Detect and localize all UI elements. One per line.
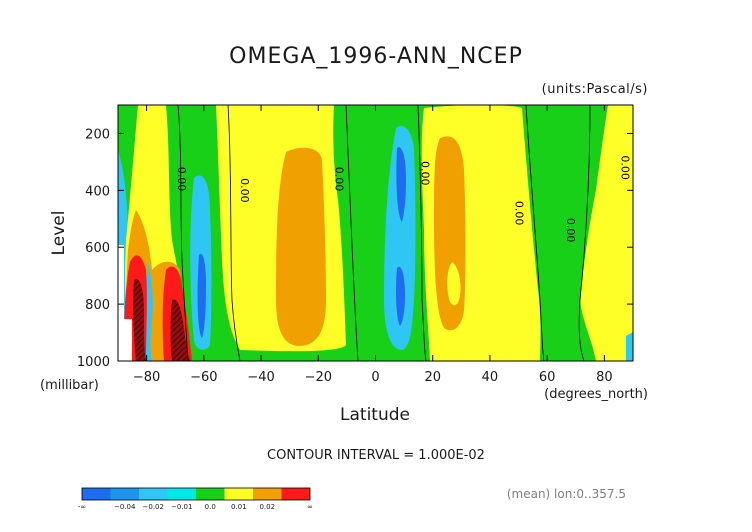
region-cyan-equator [384, 126, 416, 350]
y-tick-label: 400 [85, 184, 110, 199]
units-label: (units:Pascal/s) [541, 82, 648, 97]
mean-text: (mean) lon:0..357.5 [507, 487, 626, 501]
y-tick-label: 1000 [77, 355, 110, 370]
x-axis-title: Latitude [340, 405, 410, 425]
legend-swatch [167, 488, 196, 500]
legend-swatch [196, 488, 225, 500]
contour-label: 0.00 [175, 167, 188, 192]
region-blue-equator [396, 147, 406, 222]
legend-label: ∞ [307, 503, 313, 511]
legend-swatch [82, 488, 111, 500]
y-unit-label: (millibar) [40, 378, 99, 393]
x-tick-label: −40 [247, 370, 274, 385]
chart-title: OMEGA_1996-ANN_NCEP [229, 44, 523, 69]
legend-swatch [224, 488, 253, 500]
region-cyan-north-edge [626, 332, 633, 361]
contour-label: 0.00 [238, 178, 251, 203]
legend-label: -∞ [78, 503, 86, 511]
x-tick-label: 0 [371, 370, 379, 385]
y-tick-label: 200 [85, 127, 110, 142]
zero-contours [177, 105, 591, 361]
contour-label: 0.00 [619, 155, 632, 180]
x-tick-label: −20 [305, 370, 332, 385]
region-orange-south-subtropics [276, 147, 326, 346]
color-legend: -∞ −0.04 −0.02 −0.01 0.0 0.01 0.02 ∞ [78, 487, 313, 511]
legend-swatch [139, 488, 168, 500]
x-tick-label: 80 [596, 370, 613, 385]
contour-label: 0.00 [513, 201, 526, 226]
region-yellow-north-polar [580, 105, 633, 361]
y-axis-title: Level [49, 211, 69, 256]
contour-label: 0.00 [332, 167, 345, 192]
y-tick-label: 600 [85, 241, 110, 256]
y-axis: 200 400 600 800 1000 [77, 127, 633, 370]
y-tick-label: 800 [85, 298, 110, 313]
legend-label: 0.02 [259, 503, 275, 511]
x-tick-label: −80 [133, 370, 160, 385]
x-tick-label: 20 [424, 370, 441, 385]
legend-label: −0.01 [171, 503, 192, 511]
legend-swatch [253, 488, 282, 500]
region-darkred-south-1 [133, 279, 146, 361]
region-darkred-south-2 [170, 299, 190, 361]
contour-interval-text: CONTOUR INTERVAL = 1.000E-02 [267, 448, 485, 463]
legend-label: 0.0 [205, 503, 216, 511]
contour-labels: 0.00 0.00 0.00 0.00 0.00 0.00 0.00 [175, 155, 631, 242]
legend-frame [81, 487, 311, 501]
legend-label: −0.04 [114, 503, 136, 511]
region-missing-box [118, 319, 132, 361]
x-axis: −80 −60 −40 −20 0 20 40 60 80 [133, 105, 613, 385]
region-yellow-north-inner [447, 262, 461, 306]
x-tick-label: −60 [190, 370, 217, 385]
region-blue-60s [197, 253, 206, 338]
legend-label: 0.01 [231, 503, 247, 511]
contour-label: 0.00 [418, 161, 431, 186]
contour-label: 0.00 [564, 218, 577, 243]
x-unit-label: (degrees_north) [544, 387, 648, 402]
legend-label: −0.02 [143, 503, 164, 511]
legend-swatch [281, 488, 310, 500]
region-blue-equator-low [396, 266, 405, 326]
contour-field [118, 105, 633, 361]
x-tick-label: 40 [482, 370, 499, 385]
x-tick-label: 60 [539, 370, 556, 385]
legend-swatch [110, 488, 139, 500]
